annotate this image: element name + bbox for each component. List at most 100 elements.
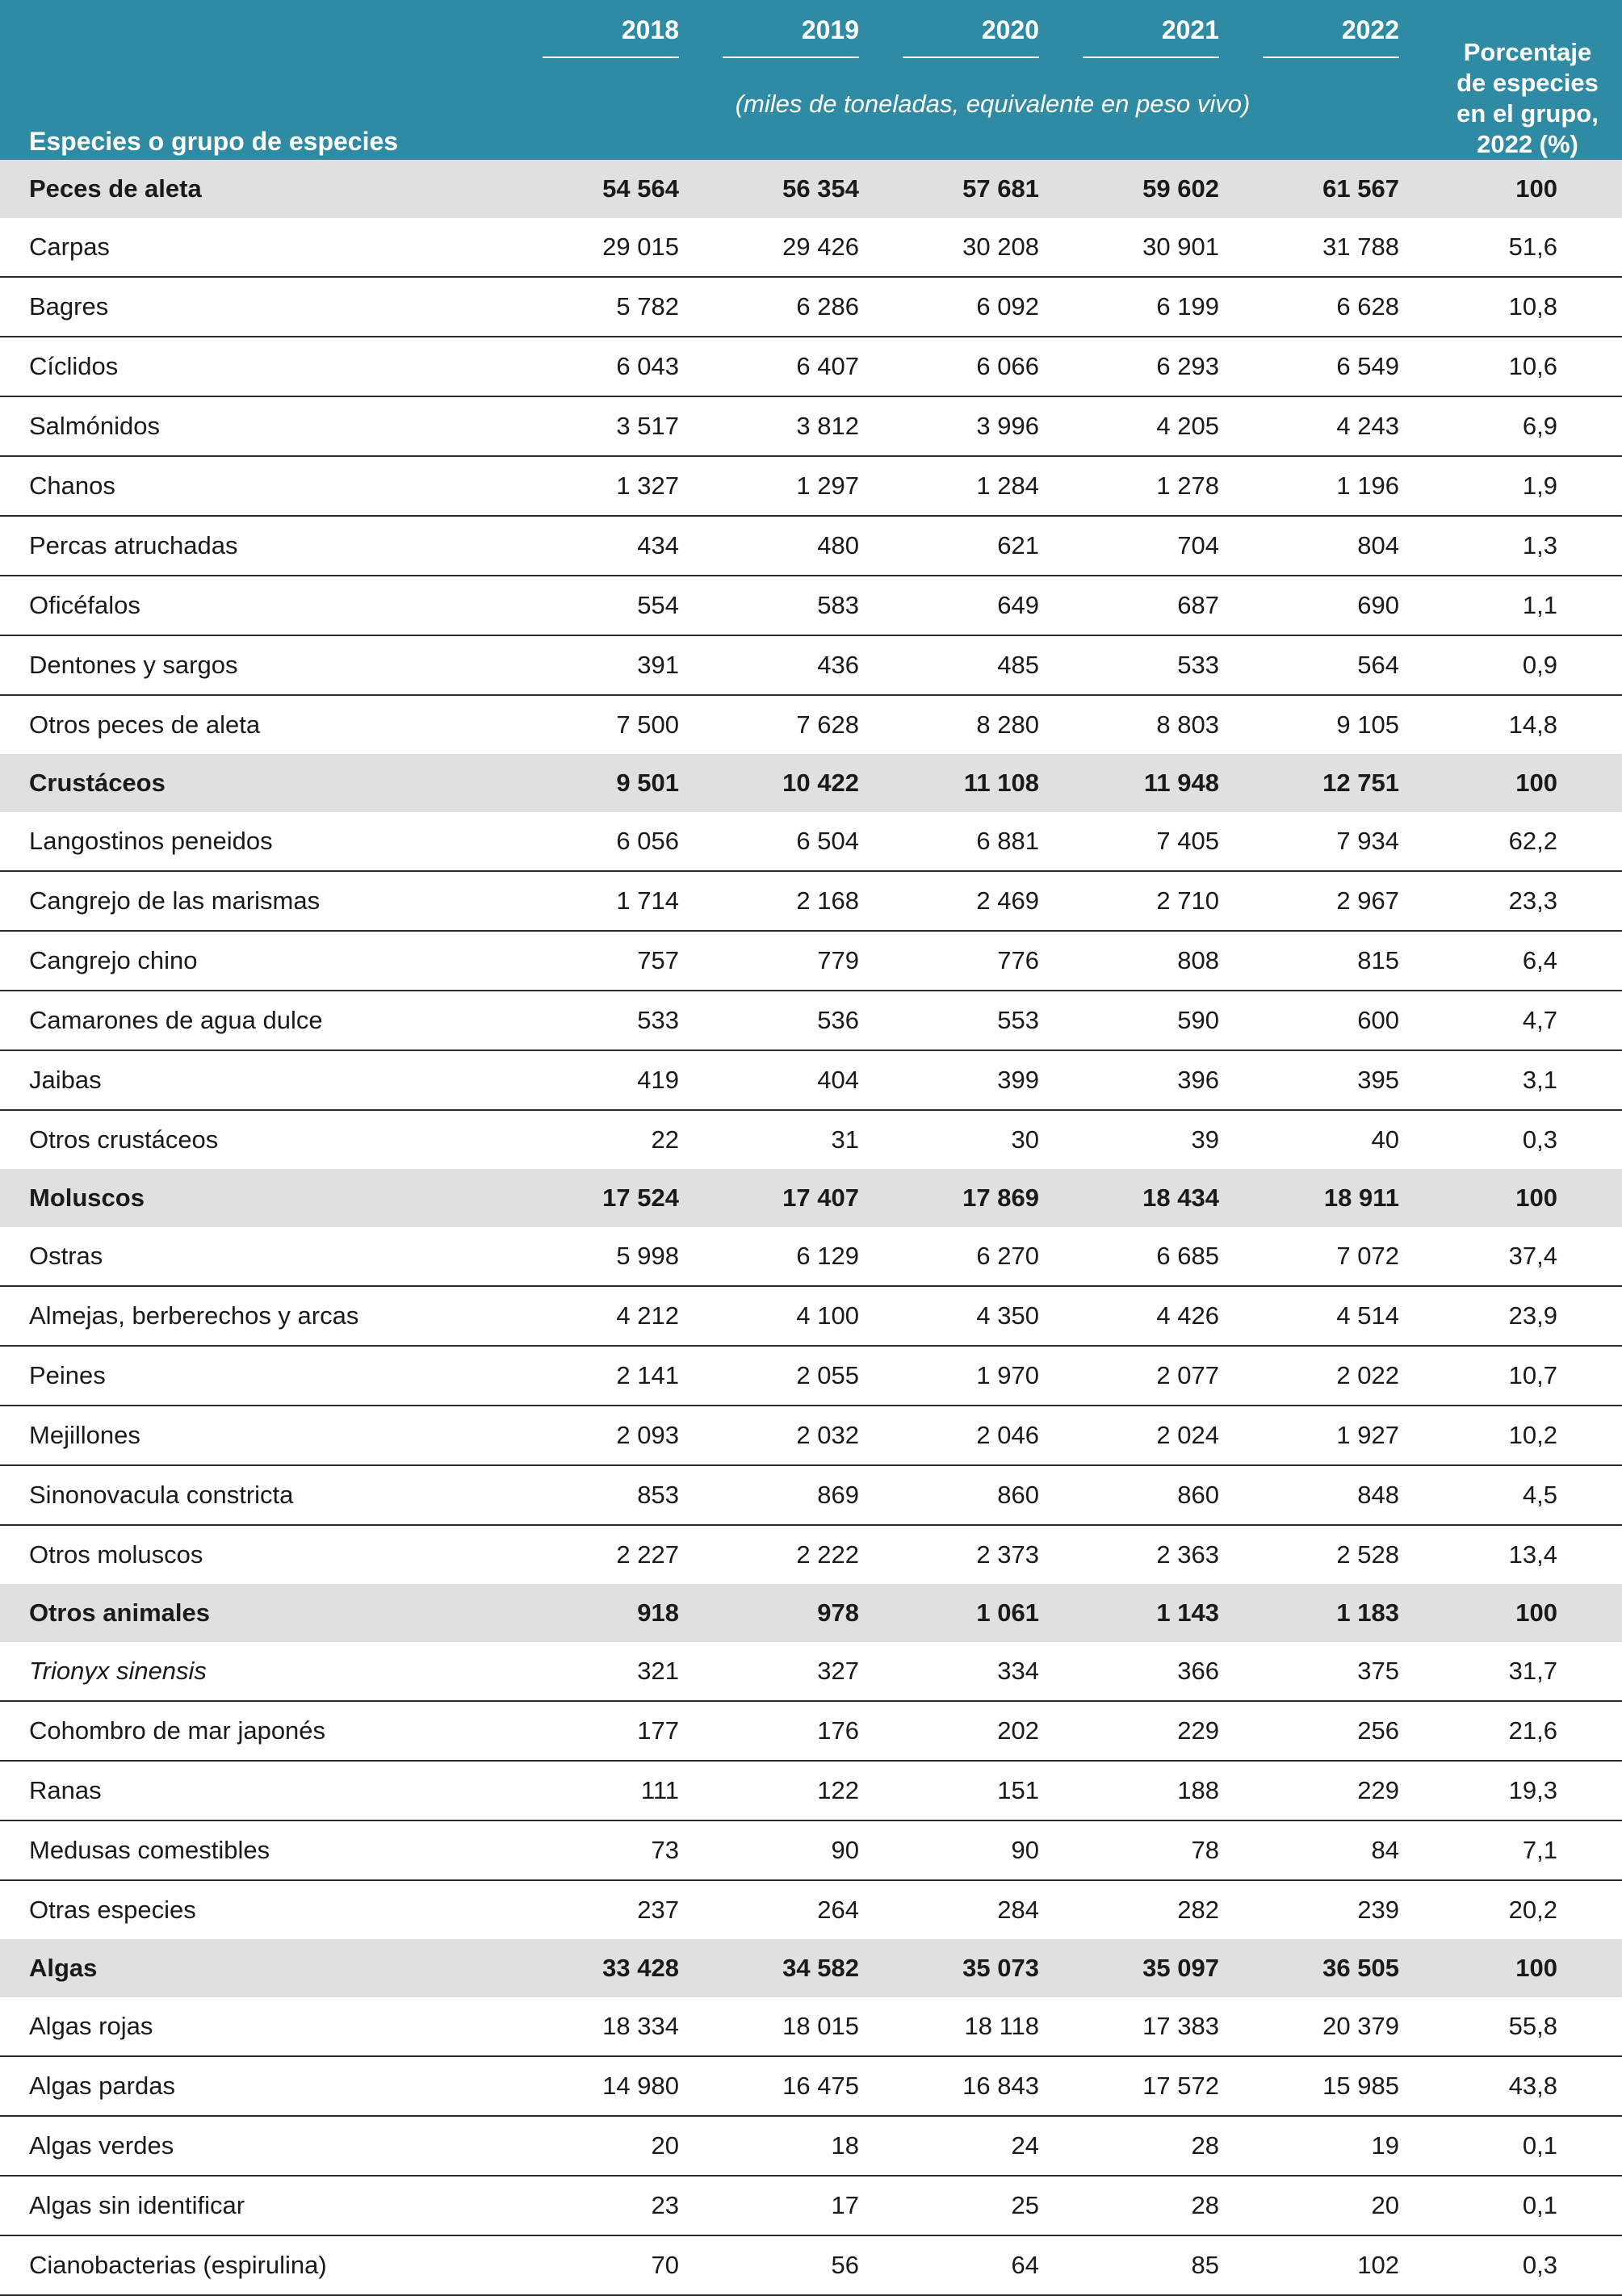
value-cell-2019: 779 (723, 931, 903, 991)
percentage-cell: 100 (1443, 754, 1622, 812)
value-cell-2019: 869 (723, 1465, 903, 1526)
species-name-cell: Chanos (0, 456, 543, 517)
percentage-cell: 10,2 (1443, 1406, 1622, 1466)
value-cell-2022: 395 (1263, 1050, 1443, 1111)
percentage-cell: 100 (1443, 1939, 1622, 1997)
table-row: Sinonovacula constricta 853 869 860 860 848 4,… (0, 1465, 1622, 1526)
value-cell-2019: 122 (723, 1761, 903, 1821)
value-cell-2021: 11 948 (1083, 754, 1263, 812)
species-column-header: Especies o grupo de especies (0, 0, 543, 160)
value-cell-2022: 7 072 (1263, 1227, 1443, 1287)
value-cell-2021: 1 278 (1083, 456, 1263, 517)
value-cell-2020: 2 373 (976, 1540, 1039, 1569)
value-cell-2019: 90 (723, 1820, 903, 1881)
value-cell-2022: 2 528 (1336, 1540, 1399, 1569)
value-cell-2022: 690 (1263, 576, 1443, 636)
value-cell-2021: 28 (1083, 2116, 1263, 2177)
value-cell-2018: 23 (543, 2176, 723, 2236)
value-cell-2019: 6 407 (723, 337, 903, 397)
value-cell-2021: 282 (1177, 1896, 1219, 1924)
value-cell-2022: 84 (1263, 1820, 1443, 1881)
value-cell-2022: 9 105 (1336, 710, 1399, 739)
value-cell-2021: 7 405 (1083, 812, 1263, 872)
value-cell-2020: 2 046 (903, 1406, 1083, 1466)
value-cell-2020: 202 (903, 1701, 1083, 1762)
percentage-cell: 19,3 (1443, 1761, 1622, 1821)
percentage-cell: 4,5 (1443, 1465, 1622, 1526)
species-name-cell: Otros peces de aleta (29, 710, 261, 739)
group-row: Algas 33 428 34 582 35 073 35 097 36 505 100 (0, 1939, 1622, 1997)
species-name-cell: Cangrejo chino (0, 931, 543, 991)
percentage-cell: 23,9 (1443, 1286, 1622, 1347)
value-cell-2020: 1 061 (903, 1584, 1083, 1642)
percentage-cell: 51,6 (1443, 218, 1622, 278)
value-cell-2022: 20 (1263, 2176, 1443, 2236)
value-cell-2018: 1 327 (543, 456, 723, 517)
species-name-cell: Cangrejo de las marismas (0, 871, 543, 932)
value-cell-2021: 4 205 (1083, 396, 1263, 457)
value-cell-2018: 29 015 (543, 218, 723, 278)
species-name-cell: Algas (0, 1939, 543, 1997)
value-cell-2020: 2 469 (903, 871, 1083, 932)
value-cell-2020: 90 (903, 1820, 1083, 1881)
table-row: Otros peces de aleta 7 500 7 628 8 280 8 803… (0, 695, 1622, 754)
value-cell-2021: 6 293 (1083, 337, 1263, 397)
value-cell-2020: 6 066 (903, 337, 1083, 397)
species-name-cell: Salmónidos (0, 396, 543, 457)
value-cell-2021: 2 710 (1083, 871, 1263, 932)
species-name-cell: Otros moluscos (29, 1540, 203, 1569)
value-cell-2022: 4 514 (1263, 1286, 1443, 1347)
value-cell-2021: 35 097 (1083, 1939, 1263, 1997)
value-cell-2020: 621 (903, 516, 1083, 576)
value-cell-2020: 649 (903, 576, 1083, 636)
value-cell-2019: 1 297 (723, 456, 903, 517)
value-cell-2019: 480 (723, 516, 903, 576)
value-cell-2020: 25 (903, 2176, 1083, 2236)
species-name-cell: Trionyx sinensis (0, 1642, 543, 1702)
table-row: Cangrejo de las marismas 1 714 2 168 2 469 2… (0, 871, 1622, 932)
table-row: Otras especies 237 264 284 282 239 20,2 (0, 1880, 1622, 1939)
value-cell-2022: 848 (1263, 1465, 1443, 1526)
value-cell-2020: 1 284 (903, 456, 1083, 517)
value-cell-2018: 1 714 (543, 871, 723, 932)
percentage-cell: 100 (1443, 1584, 1622, 1642)
value-cell-2021: 590 (1083, 991, 1263, 1051)
value-cell-2020: 4 350 (903, 1286, 1083, 1347)
species-name-cell: Moluscos (0, 1169, 543, 1227)
value-cell-2021: 39 (1191, 1125, 1219, 1154)
value-cell-2019: 7 628 (796, 710, 859, 739)
percentage-cell: 62,2 (1443, 812, 1622, 872)
species-name-cell: Mejillones (0, 1406, 543, 1466)
species-name-cell: Crustáceos (0, 754, 543, 812)
species-name-cell: Camarones de agua dulce (0, 991, 543, 1051)
value-cell-2021: 396 (1083, 1050, 1263, 1111)
percentage-cell: 7,1 (1443, 1820, 1622, 1881)
table-row: Almejas, berberechos y arcas 4 212 4 100 4 … (0, 1286, 1622, 1347)
percentage-cell: 1,1 (1443, 576, 1622, 636)
value-cell-2019: 2 222 (796, 1540, 859, 1569)
value-cell-2019: 2 168 (723, 871, 903, 932)
percentage-cell: 0,1 (1443, 2176, 1622, 2236)
percentage-cell: 0,3 (1443, 2235, 1622, 2296)
value-cell-2018: 853 (543, 1465, 723, 1526)
value-cell-2018: 2 093 (543, 1406, 723, 1466)
value-cell-2021: 533 (1083, 635, 1263, 696)
value-cell-2022: 1 927 (1263, 1406, 1443, 1466)
value-cell-2022: 2 967 (1263, 871, 1443, 932)
table-row: Algas rojas 18 334 18 015 18 118 17 383 20 37… (0, 1997, 1622, 2057)
value-cell-2021: 188 (1083, 1761, 1263, 1821)
species-name-cell: Sinonovacula constricta (0, 1465, 543, 1526)
species-name-cell: Otras especies (29, 1896, 196, 1924)
value-cell-2019: 404 (723, 1050, 903, 1111)
value-cell-2020: 553 (903, 991, 1083, 1051)
value-cell-2019: 18 (723, 2116, 903, 2177)
value-cell-2021: 2 077 (1083, 1346, 1263, 1406)
percentage-cell: 6,4 (1443, 931, 1622, 991)
table-row: Langostinos peneidos 6 056 6 504 6 881 7 405… (0, 812, 1622, 872)
value-cell-2018: 70 (543, 2235, 723, 2296)
value-cell-2022: 102 (1263, 2235, 1443, 2296)
percentage-cell: 0,1 (1443, 2116, 1622, 2177)
value-cell-2018: 17 524 (543, 1169, 723, 1227)
value-cell-2018: 177 (543, 1701, 723, 1762)
